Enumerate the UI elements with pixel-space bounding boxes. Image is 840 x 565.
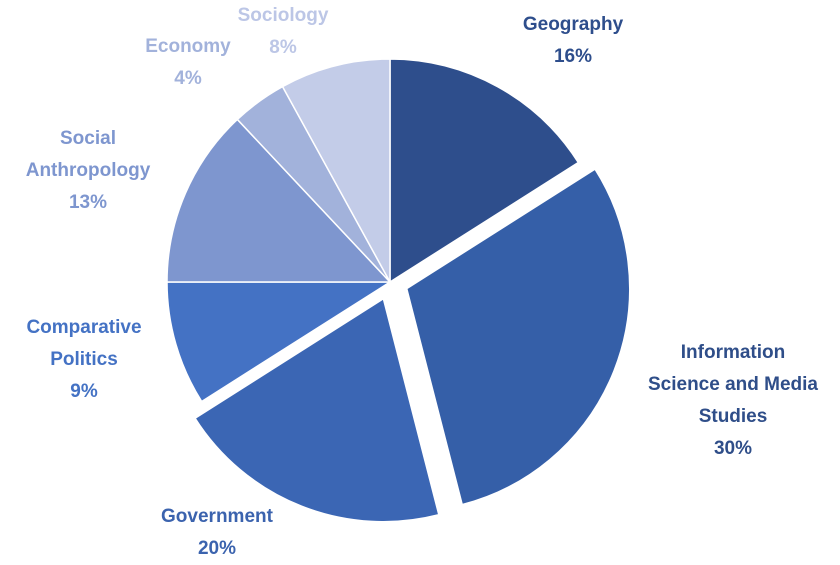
pie-label-economy: Economy 4%: [145, 36, 231, 89]
pie-category-label: Science and Media: [648, 374, 818, 395]
pie-label-geography: Geography 16%: [523, 14, 624, 67]
pie-label-comparative-politics: Comparative Politics 9%: [26, 317, 141, 402]
pie-category-label: Information: [681, 342, 786, 363]
pie-value-label: 20%: [198, 538, 236, 559]
pie-value-label: 4%: [174, 68, 202, 89]
pie-value-label: 9%: [70, 381, 98, 402]
pie-category-label: Government: [161, 506, 274, 527]
pie-value-label: 16%: [554, 46, 592, 67]
pie-category-label: Studies: [699, 406, 768, 427]
pie-value-label: 13%: [69, 192, 107, 213]
pie-slices: [167, 59, 630, 522]
pie-value-label: 30%: [714, 438, 752, 459]
pie-category-label: Geography: [523, 14, 624, 35]
pie-category-label: Social: [60, 128, 116, 149]
pie-category-label: Politics: [50, 349, 118, 370]
pie-label-information-science-and-media-studies: Information Science and Media Studies 30%: [648, 342, 818, 459]
pie-label-sociology: Sociology 8%: [238, 5, 329, 58]
pie-category-label: Comparative: [26, 317, 141, 338]
pie-label-government: Government 20%: [161, 506, 274, 559]
pie-value-label: 8%: [269, 37, 297, 58]
pie-category-label: Sociology: [238, 5, 329, 26]
pie-label-social-anthropology: Social Anthropology 13%: [26, 128, 151, 213]
pie-category-label: Economy: [145, 36, 231, 57]
pie-category-label: Anthropology: [26, 160, 151, 181]
